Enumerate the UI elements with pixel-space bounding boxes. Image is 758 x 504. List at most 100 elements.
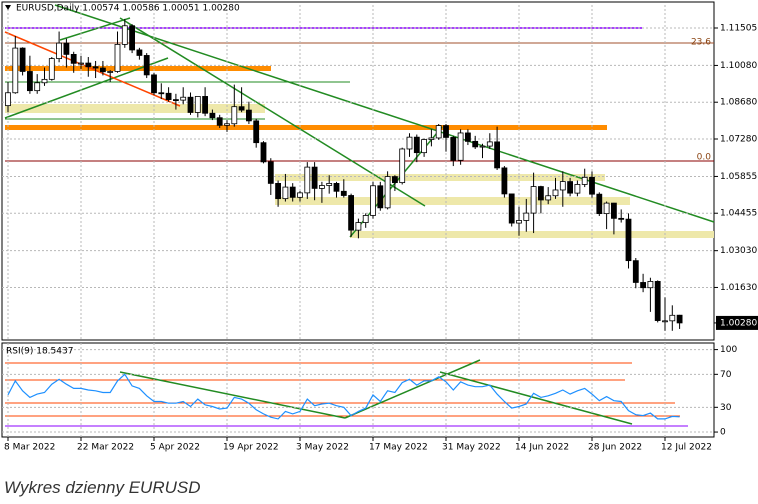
candle-body [165, 92, 172, 100]
rsi-panel [1, 342, 715, 438]
candle-body [567, 181, 573, 194]
zone [5, 125, 607, 130]
candle-body [669, 314, 676, 322]
candle-body [486, 141, 493, 147]
candle-body [85, 62, 92, 68]
zone [275, 197, 630, 205]
x-tick-label: 3 May 2022 [296, 443, 349, 453]
candle-body [370, 185, 376, 216]
candle-body [63, 42, 70, 55]
candle-body [516, 220, 522, 224]
candle-body [275, 183, 282, 200]
candle-body [508, 193, 515, 224]
rsi-line [7, 373, 680, 420]
x-tick-label: 19 Apr 2022 [223, 443, 279, 453]
candle-body [143, 55, 150, 76]
candle-body [596, 193, 603, 215]
candle-body [538, 186, 544, 201]
chart: 8 Mar 2022 22 Mar 2022 5 Apr 2022 19 Apr 20… [1, 1, 758, 453]
drawings [4, 4, 715, 427]
candle-body [107, 71, 114, 73]
trend-line [4, 31, 181, 107]
data-layer: 8 Mar 2022 22 Mar 2022 5 Apr 2022 19 Apr 20… [2, 5, 758, 453]
candle-body [391, 176, 398, 184]
candle-body [289, 186, 296, 198]
rsi-title: RSI(9) 18.5437 [6, 347, 73, 357]
candle-body [326, 183, 333, 186]
candle-body [589, 176, 595, 195]
y-tick-label: 1.03030 [720, 246, 757, 256]
candle-body [318, 185, 325, 189]
y-tick-label: 1.10080 [720, 61, 757, 71]
y-tick-label: 1.00280 [720, 318, 757, 328]
candle-body [114, 44, 121, 72]
candle-body [12, 47, 19, 94]
candle-body [611, 202, 617, 219]
candle-body [194, 96, 201, 113]
candle-body [260, 142, 267, 163]
candle-body [428, 137, 435, 140]
title-marker [5, 5, 11, 10]
chart-title: EURUSD,Daily 1.00574 1.00586 1.00051 1.0… [16, 4, 240, 14]
y-tick-label: 1.05855 [720, 172, 757, 182]
candle-body [676, 314, 683, 324]
y-tick-label: 1.07280 [720, 135, 757, 145]
candle-body [662, 320, 668, 323]
trend-line [119, 17, 426, 207]
candle-body [640, 282, 646, 289]
candle-body [443, 125, 449, 138]
candle-body [333, 183, 340, 192]
x-tick-label: 28 Jun 2022 [588, 443, 642, 453]
candle-body [267, 161, 274, 184]
candle-body [464, 132, 471, 142]
y-tick-label: 1.08680 [720, 98, 757, 108]
y-tick-label: 70 [720, 370, 732, 380]
candle-body [5, 92, 11, 107]
candle-body [253, 120, 260, 144]
fib-label: 0.0 [697, 153, 712, 163]
candle-body [479, 145, 486, 148]
candle-body [523, 212, 530, 221]
candle-body [421, 139, 428, 154]
y-tick-label: 100 [720, 345, 737, 355]
price-label-box [716, 315, 758, 330]
candle-body [377, 185, 384, 209]
candle-body [501, 167, 508, 195]
main-panel [1, 1, 715, 341]
candle-body [457, 132, 464, 161]
candle-body [472, 140, 479, 148]
candle-body [129, 25, 136, 51]
candle-body [647, 281, 654, 289]
candle-body [603, 202, 610, 215]
rsi-trend [119, 371, 346, 419]
candle-body [216, 117, 223, 126]
candle-body [56, 42, 62, 59]
y-tick-label: 1.11505 [720, 23, 757, 33]
caption: Wykres dzienny EURUSD [4, 478, 201, 497]
x-tick-label: 31 May 2022 [442, 443, 501, 453]
fib-label: 23.6 [691, 38, 711, 48]
candle-body [245, 109, 252, 122]
candle-body [654, 281, 661, 321]
x-tick-label: 17 May 2022 [369, 443, 428, 453]
candle-body [100, 67, 106, 73]
candle-body [238, 106, 245, 111]
trend-line [59, 17, 131, 41]
candle-body [494, 141, 501, 169]
candle-body [559, 181, 566, 191]
candle-body [41, 78, 48, 84]
y-tick-label: 0 [720, 428, 726, 438]
candle-body [224, 123, 230, 126]
candle-body [19, 47, 26, 72]
candle-body [574, 184, 581, 194]
zone [350, 231, 714, 238]
x-tick-label: 14 Jun 2022 [515, 443, 569, 453]
rsi-trend [344, 359, 481, 419]
rsi-trend [439, 371, 633, 425]
candle-body [362, 215, 369, 223]
x-tick-label: 22 Mar 2022 [77, 443, 134, 453]
x-tick-label: 5 Apr 2022 [150, 443, 200, 453]
candle-body [618, 217, 625, 220]
candle-body [48, 58, 55, 80]
